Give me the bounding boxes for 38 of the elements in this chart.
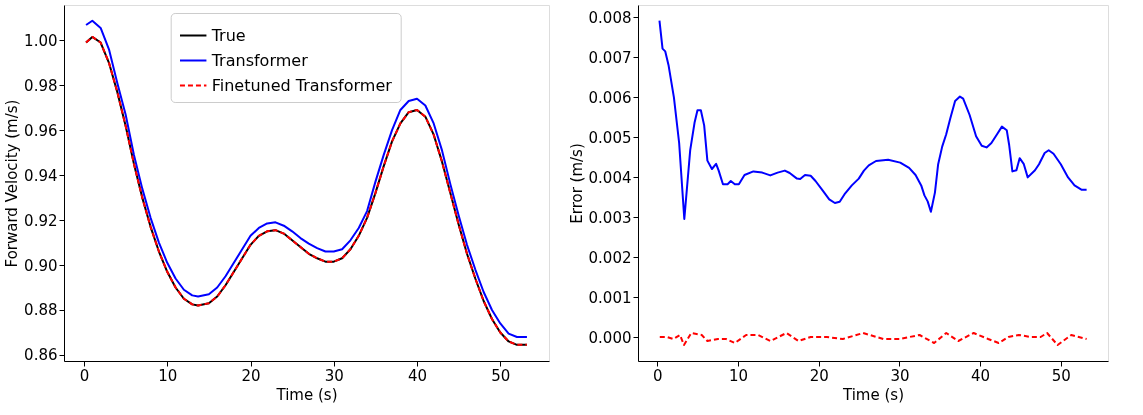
- x-axis-title: Time (s): [275, 385, 338, 404]
- y-tick-label: 0.92: [24, 211, 58, 230]
- x-tick-label: 30: [890, 366, 910, 385]
- x-tick-label: 40: [407, 366, 428, 385]
- x-tick-label: 10: [158, 366, 178, 385]
- y-tick-label: 0.90: [24, 256, 58, 275]
- y-tick-label: 0.96: [24, 121, 58, 140]
- y-tick-label: 0.005: [588, 128, 632, 147]
- legend-label: Finetuned Transformer: [211, 75, 393, 95]
- y-axis-title: Forward Velocity (m/s): [3, 99, 22, 268]
- y-tick-label: 0.94: [24, 166, 58, 185]
- x-tick-label: 0: [79, 366, 90, 385]
- x-tick-label: 50: [491, 366, 511, 385]
- y-tick-label: 0.002: [588, 248, 632, 267]
- y-tick-label: 0.007: [588, 48, 632, 67]
- y-tick-label: 0.008: [588, 8, 632, 27]
- x-tick-label: 20: [809, 366, 829, 385]
- y-tick-label: 0.98: [24, 76, 58, 95]
- y-tick-label: 1.00: [24, 31, 58, 50]
- y-tick-label: 0.004: [588, 168, 632, 187]
- y-tick-label: 0.003: [588, 208, 632, 227]
- y-tick-label: 0.001: [588, 288, 632, 307]
- y-tick-label: 0.86: [24, 346, 58, 365]
- x-tick-label: 30: [324, 366, 344, 385]
- y-tick-label: 0.000: [588, 328, 632, 347]
- y-tick-label: 0.88: [24, 301, 58, 320]
- line-series: [658, 332, 1088, 346]
- legend-label: True: [210, 25, 246, 45]
- x-tick-label: 40: [971, 366, 991, 385]
- x-tick-label: 50: [1051, 366, 1071, 385]
- x-tick-label: 10: [729, 366, 749, 385]
- legend-label: Transformer: [210, 50, 309, 70]
- y-tick-label: 0.006: [588, 88, 632, 107]
- line-series: [658, 19, 1088, 220]
- y-axis-title: Error (m/s): [567, 143, 586, 224]
- x-tick-label: 20: [241, 366, 261, 385]
- x-axis-title: Time (s): [842, 385, 904, 404]
- x-tick-label: 0: [653, 366, 663, 385]
